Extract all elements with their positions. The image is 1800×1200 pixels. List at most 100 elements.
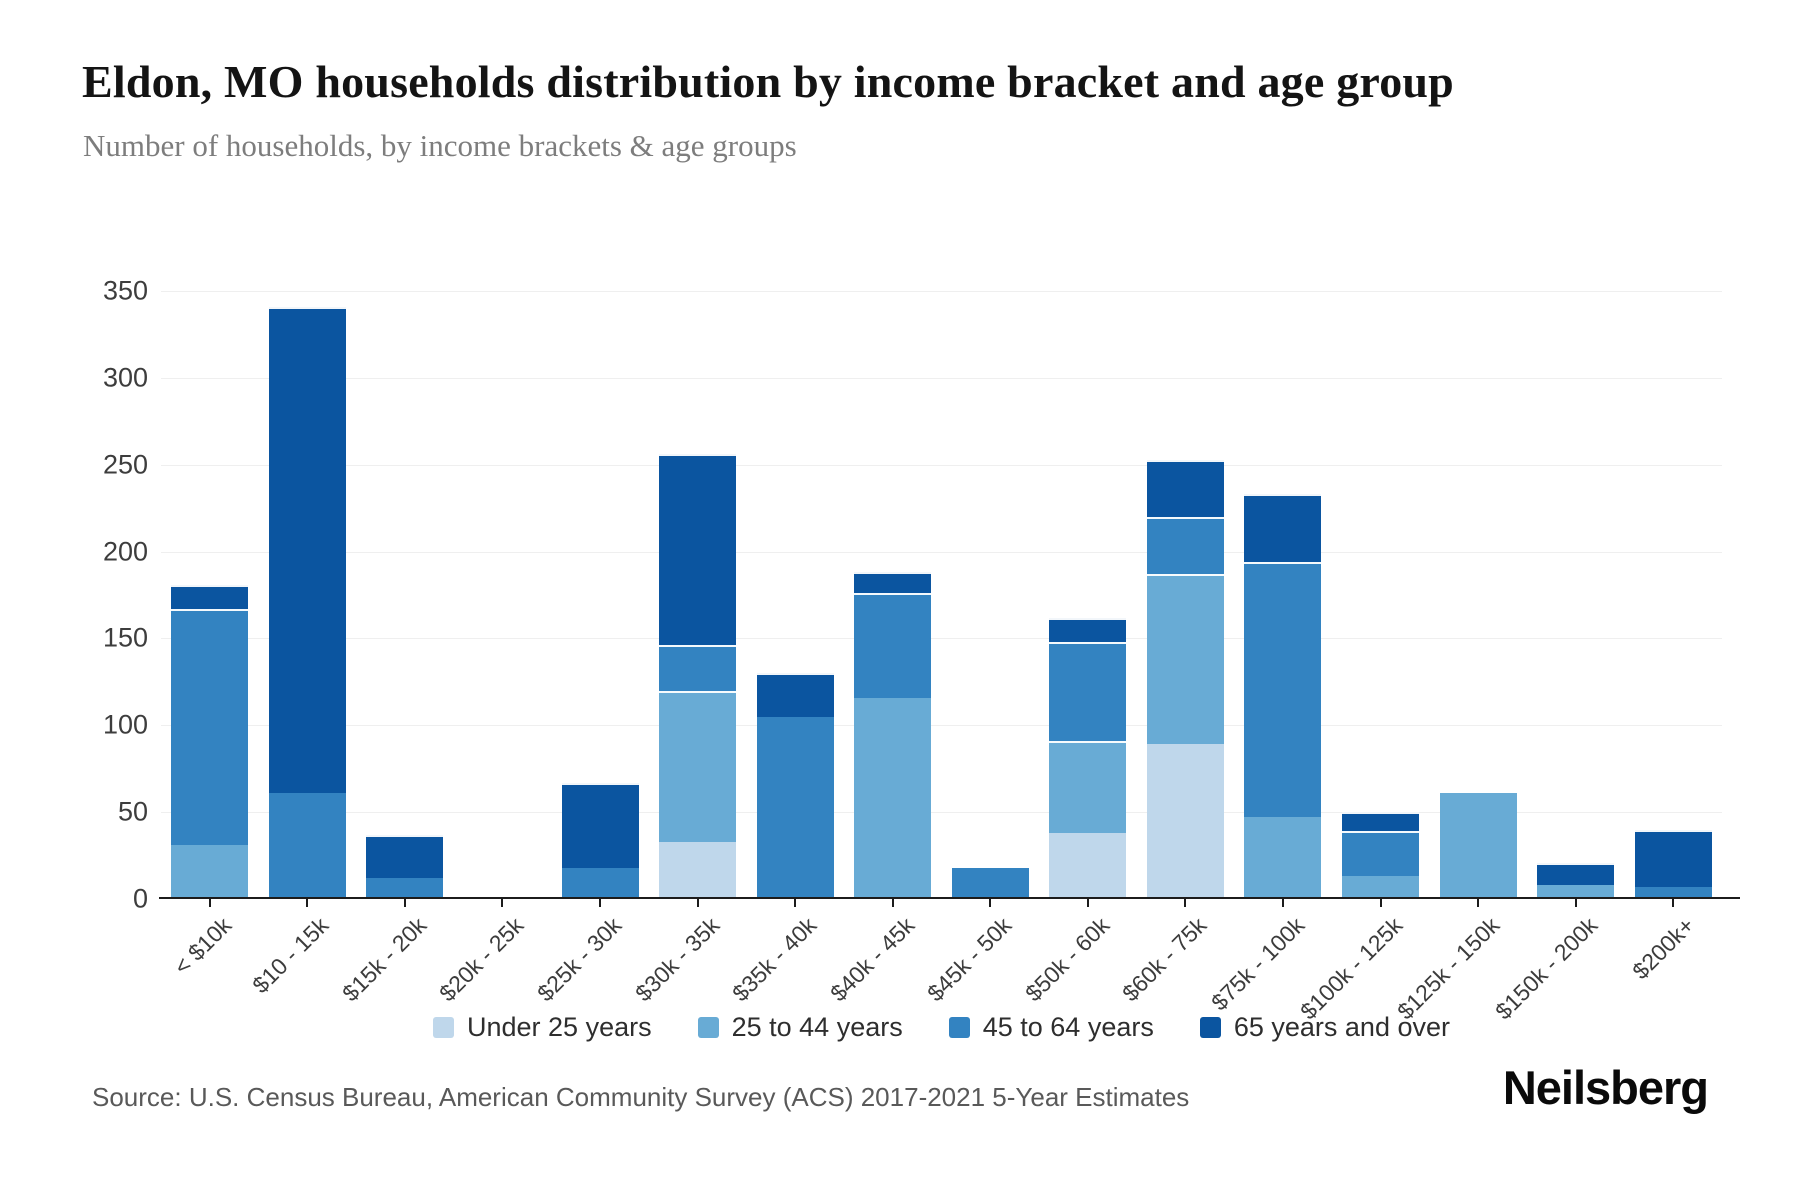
bar-segment [659, 454, 737, 646]
legend-swatch [1199, 1017, 1221, 1038]
legend-item: 45 to 64 years [948, 1012, 1154, 1043]
stacked-bar [659, 454, 737, 899]
x-tick-mark [501, 899, 504, 907]
x-axis-label: $150k - 200k [1489, 912, 1603, 1025]
page-subtitle: Number of households, by income brackets… [83, 128, 797, 163]
x-axis-label: $200k+ [1627, 912, 1700, 985]
x-axis-label: $40k - 45k [824, 912, 920, 1007]
bar-segment [1244, 817, 1322, 899]
bar-segment [951, 867, 1029, 899]
bar-segment [1537, 885, 1615, 899]
legend-label: 25 to 44 years [731, 1012, 903, 1042]
stacked-bar [268, 306, 346, 899]
x-tick-mark [794, 899, 797, 907]
legend-swatch [697, 1017, 719, 1038]
x-tick-mark [1379, 899, 1382, 907]
stacked-bar [366, 834, 444, 899]
stacked-bar [1342, 812, 1420, 899]
x-axis-label: $50k - 60k [1019, 912, 1115, 1007]
bar-segment [756, 673, 834, 717]
gridline [161, 725, 1722, 727]
stacked-bar [951, 867, 1029, 899]
x-axis-label: $30k - 35k [629, 912, 724, 1007]
source-note: Source: U.S. Census Bureau, American Com… [92, 1082, 1190, 1112]
stacked-bar [1537, 862, 1615, 899]
bar-segment [366, 834, 444, 879]
gridline [161, 377, 1722, 379]
bar-segment [561, 782, 639, 868]
x-axis-label: $20k - 25k [434, 912, 529, 1007]
bar-segment [854, 697, 932, 899]
x-axis-label: $60k - 75k [1117, 912, 1212, 1007]
y-tick-label: 200 [102, 536, 148, 567]
x-tick-mark [403, 899, 406, 907]
y-tick-label: 250 [102, 449, 148, 480]
legend-swatch [948, 1017, 970, 1038]
y-tick-label: 0 [132, 883, 148, 914]
bar-segment [659, 645, 737, 691]
x-axis-label: $15k - 20k [336, 912, 432, 1007]
bar-segment [1342, 831, 1420, 877]
stacked-bar [561, 782, 639, 899]
x-tick-mark [696, 899, 699, 907]
y-tick-label: 100 [102, 709, 148, 740]
x-axis-label: $35k - 40k [727, 912, 822, 1007]
bar-segment [1146, 574, 1224, 745]
bar-segment [268, 793, 346, 899]
y-tick-label: 50 [117, 796, 148, 827]
bar-segment [1439, 793, 1517, 899]
stacked-bar [1146, 459, 1224, 899]
legend-item: 65 years and over [1199, 1012, 1450, 1043]
x-tick-mark [306, 899, 309, 907]
x-tick-mark [1281, 899, 1284, 907]
bar-segment [1634, 829, 1712, 887]
bar-segment [1146, 516, 1224, 575]
bar-segment [1049, 740, 1127, 833]
x-tick-mark [1184, 899, 1187, 907]
bar-segment [1244, 562, 1322, 818]
bar-segment [268, 306, 346, 794]
legend-label: 65 years and over [1233, 1012, 1450, 1042]
bar-segment [1049, 833, 1127, 899]
x-axis-label: $100k - 125k [1294, 912, 1407, 1025]
gridline [161, 638, 1722, 640]
bar-segment [1244, 494, 1322, 562]
bar-segment [1146, 744, 1224, 899]
gridline [161, 464, 1722, 466]
legend-label: Under 25 years [467, 1012, 652, 1042]
gridline [161, 551, 1722, 553]
x-tick-mark [989, 899, 992, 907]
x-tick-mark [1574, 899, 1577, 907]
bar-segment [756, 716, 834, 899]
bar-segment [1634, 886, 1712, 899]
x-tick-mark [1086, 899, 1089, 907]
x-axis-line [159, 897, 1740, 899]
stacked-bar [171, 584, 249, 899]
y-tick-label: 300 [102, 362, 148, 393]
legend-item: Under 25 years [433, 1012, 652, 1043]
bar-segment [1049, 617, 1127, 642]
legend-label: 45 to 64 years [982, 1012, 1154, 1042]
y-tick-label: 350 [102, 275, 148, 306]
legend: Under 25 years 25 to 44 years 45 to 64 yea… [161, 1012, 1722, 1043]
stacked-bar [854, 572, 932, 899]
x-tick-mark [891, 899, 894, 907]
bar-segment [1537, 862, 1615, 886]
brand-logo: Neilsberg [1502, 1061, 1709, 1114]
x-axis-label: $75k - 100k [1205, 912, 1310, 1016]
y-tick-label: 150 [102, 622, 148, 653]
stacked-bar [1244, 494, 1322, 899]
x-axis-label: < $10k [168, 912, 237, 980]
bar-segment [659, 841, 737, 899]
x-axis-label: $45k - 50k [922, 912, 1017, 1007]
bar-segment [1342, 876, 1420, 899]
x-axis-label: $25k - 30k [532, 912, 627, 1007]
bar-segment [1146, 459, 1224, 517]
bar-segment [854, 572, 932, 594]
stacked-bar [1439, 793, 1517, 899]
bar-segment [854, 593, 932, 698]
plot-area [161, 291, 1722, 899]
stacked-bar [756, 673, 834, 899]
stacked-bar [1049, 617, 1127, 899]
